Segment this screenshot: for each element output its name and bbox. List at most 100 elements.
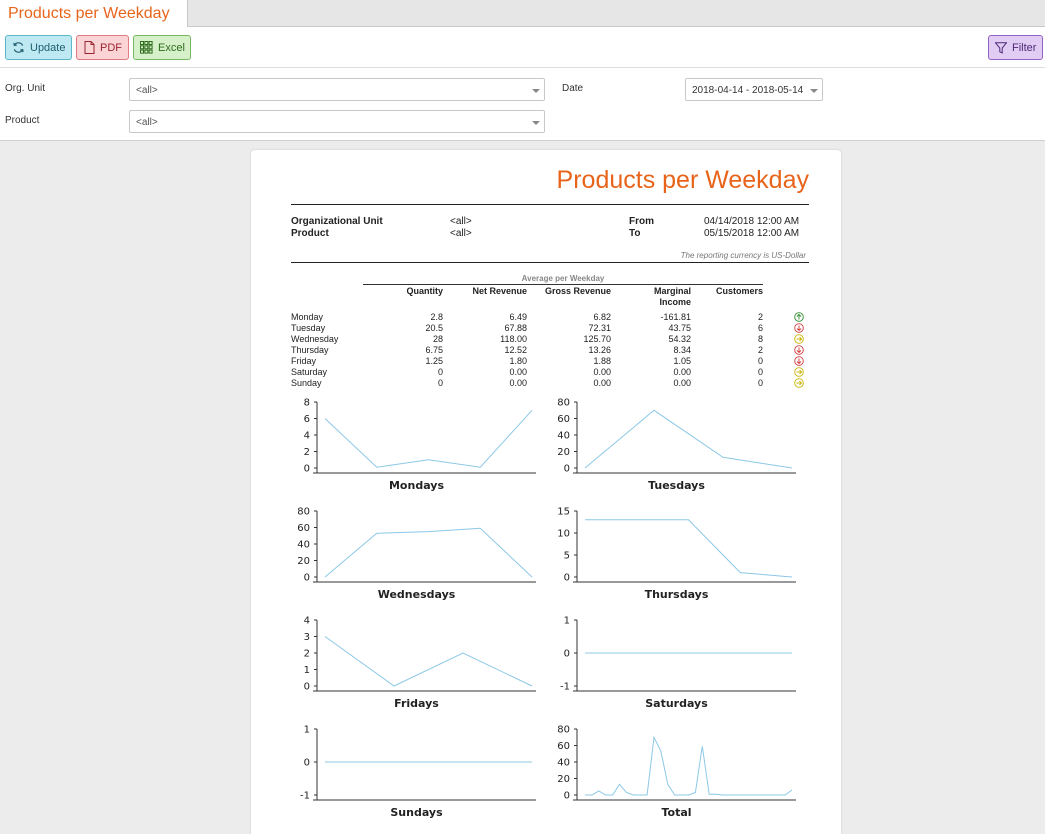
row-quantity-cell: 0 [437, 378, 443, 388]
row-day-label: Thursday [291, 345, 329, 355]
date-range-select[interactable]: 2018-04-14 - 2018-05-14 [685, 78, 823, 101]
series-line [584, 409, 793, 469]
chart-saturdays: -1 0 1 Saturdays [560, 616, 796, 710]
y-tick-label: 20 [297, 556, 310, 567]
y-tick-label: 60 [297, 523, 310, 534]
y-tick-label: 0 [304, 758, 310, 769]
report-title: Products per Weekday [556, 166, 809, 194]
org-unit-select[interactable]: <all> [129, 78, 545, 101]
funnel-icon [995, 41, 1007, 55]
meta-divider [291, 262, 809, 263]
series-line [324, 636, 533, 687]
series-line [585, 735, 793, 796]
update-button-label: Update [30, 41, 66, 54]
row-gross-cell: 0.00 [593, 378, 611, 388]
row-day-label: Monday [291, 312, 324, 322]
y-tick-label: 0 [564, 464, 570, 475]
y-tick-label: 4 [304, 431, 310, 442]
y-tick-label: 2 [304, 649, 310, 660]
y-tick-label: 1 [304, 665, 310, 676]
meta-to-value: 05/15/2018 12:00 AM [704, 228, 800, 239]
row-customers-cell: 2 [757, 312, 763, 322]
product-select[interactable]: <all> [129, 110, 545, 133]
row-quantity-cell: 0 [437, 367, 443, 377]
meta-from-label: From [629, 216, 654, 227]
y-tick-label: 15 [557, 507, 570, 518]
y-tick-label: 80 [297, 507, 310, 518]
row-day-label: Tuesday [291, 323, 326, 333]
y-tick-label: 10 [557, 529, 570, 540]
y-tick-label: 80 [557, 398, 570, 409]
row-customers-cell: 2 [757, 345, 763, 355]
chart-title: Wednesdays [378, 588, 456, 601]
trend-flat-icon [794, 378, 804, 388]
chart-title: Thursdays [645, 588, 709, 601]
trend-flat-icon [794, 367, 804, 377]
average-group-rule [363, 284, 763, 285]
row-day-label: Sunday [291, 378, 322, 388]
chart-fridays: 0 1 2 3 4 Fridays [304, 616, 536, 710]
trend-down-icon [794, 323, 804, 333]
y-tick-label: 40 [297, 540, 310, 551]
col-header-gross-revenue: Gross Revenue [544, 286, 611, 296]
filter-button[interactable]: Filter [988, 35, 1043, 60]
chart-total: 0 20 40 60 80 Total [557, 725, 796, 819]
chevron-down-icon [532, 89, 540, 93]
col-header-marginal-line2: Income [659, 297, 691, 307]
update-button[interactable]: Update [5, 35, 72, 60]
row-gross-cell: 13.26 [588, 345, 611, 355]
excel-button[interactable]: Excel [133, 35, 191, 60]
row-net-cell: 12.52 [504, 345, 527, 355]
y-tick-label: 80 [557, 725, 570, 736]
row-quantity-cell: 2.8 [430, 312, 443, 322]
row-marginal-cell: 1.05 [673, 356, 691, 366]
row-day-label: Wednesday [291, 334, 339, 344]
tab-products-per-weekday[interactable]: Products per Weekday [0, 0, 188, 28]
y-tick-label: 40 [557, 431, 570, 442]
y-tick-label: 2 [304, 447, 310, 458]
filter-panel: Org. Unit <all> Date 2018-04-14 - 2018-0… [0, 68, 1045, 141]
y-tick-label: 20 [557, 774, 570, 785]
row-day-label: Friday [291, 356, 317, 366]
y-tick-label: 0 [304, 573, 310, 584]
meta-org-unit-value: <all> [450, 216, 472, 227]
row-customers-cell: 8 [757, 334, 763, 344]
row-day-label: Saturday [291, 367, 328, 377]
col-header-customers: Customers [715, 286, 763, 296]
pdf-button-label: PDF [100, 41, 122, 54]
pdf-button[interactable]: PDF [76, 35, 129, 60]
col-header-quantity: Quantity [406, 286, 443, 296]
y-tick-label: 60 [557, 414, 570, 425]
table-row: Sunday 0 0.00 0.00 0.00 0 [291, 378, 811, 389]
series-line [324, 409, 533, 468]
chart-wednesdays: 0 20 40 60 80 Wednesdays [297, 507, 536, 601]
org-unit-label: Org. Unit [5, 83, 46, 94]
toolbar: Update PDF Excel Filter [0, 27, 1045, 68]
product-label: Product [5, 115, 40, 126]
trend-flat-icon [794, 334, 804, 344]
report-page: Products per Weekday Organizational Unit… [251, 150, 841, 834]
y-tick-label: -1 [300, 791, 310, 802]
product-select-value: <all> [136, 117, 158, 128]
row-quantity-cell: 28 [432, 334, 443, 344]
y-tick-label: 0 [304, 464, 310, 475]
date-label: Date [562, 83, 584, 94]
row-marginal-cell: 0.00 [673, 378, 691, 388]
col-header-marginal-income: Marginal Income [611, 286, 691, 308]
y-tick-label: 0 [304, 682, 310, 693]
row-quantity-cell: 1.25 [425, 356, 443, 366]
row-customers-cell: 0 [757, 378, 763, 388]
y-tick-label: 0 [564, 649, 570, 660]
row-gross-cell: 6.82 [593, 312, 611, 322]
row-marginal-cell: 8.34 [673, 345, 691, 355]
currency-note: The reporting currency is US-Dollar [680, 251, 806, 260]
refresh-icon [12, 41, 25, 55]
chart-mondays: 0 2 4 6 8 Mondays [304, 398, 536, 492]
y-tick-label: 3 [304, 632, 310, 643]
meta-product-value: <all> [450, 228, 472, 239]
document-icon [83, 41, 95, 55]
y-tick-label: 8 [304, 398, 310, 409]
y-tick-label: 20 [557, 447, 570, 458]
y-tick-label: 0 [564, 791, 570, 802]
